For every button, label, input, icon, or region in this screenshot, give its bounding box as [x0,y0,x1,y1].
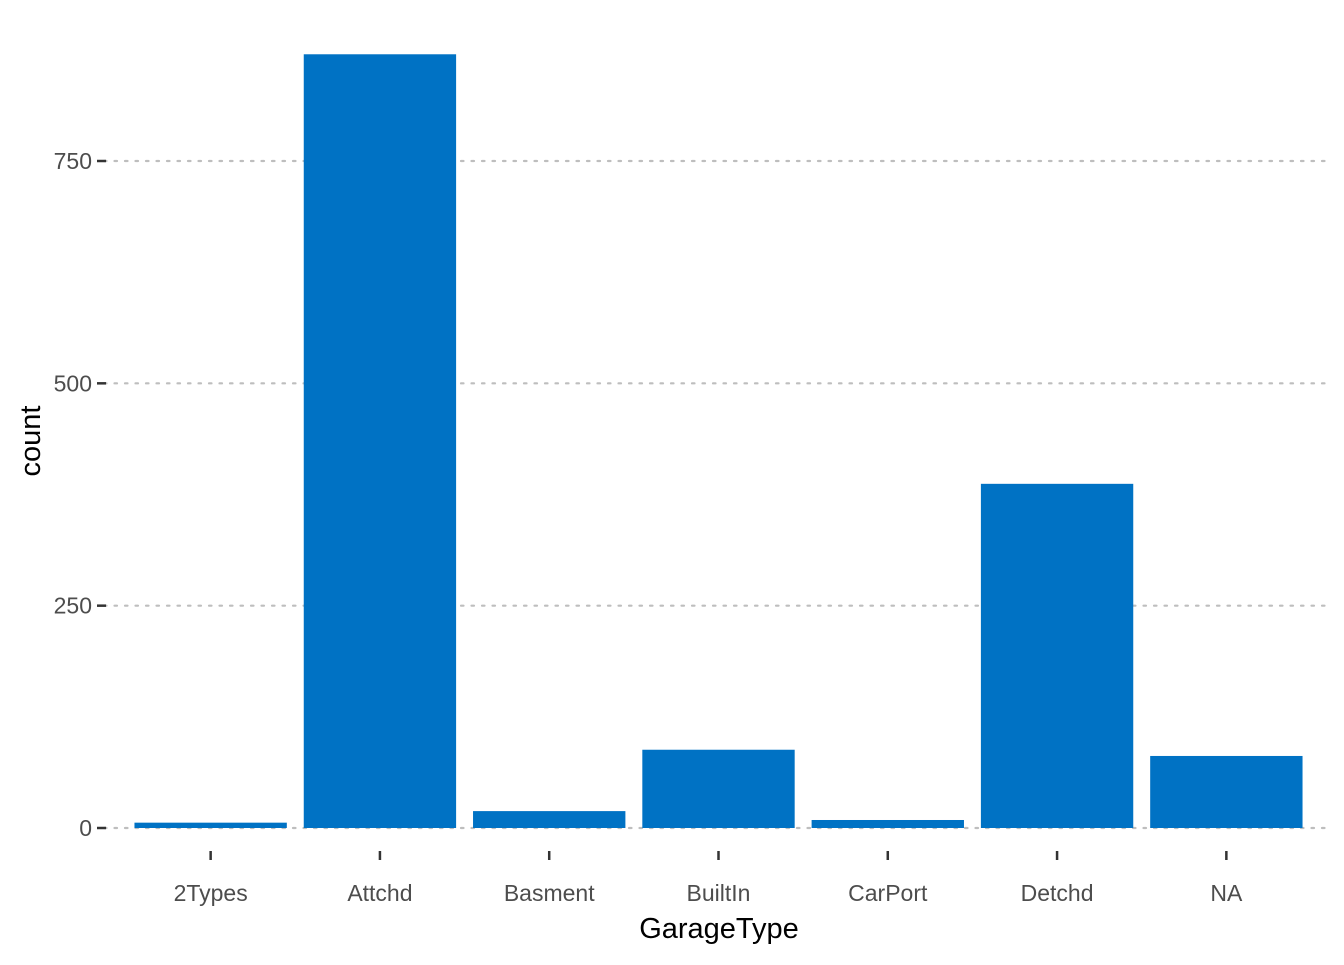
bars [134,54,1303,828]
bar-carport [811,819,964,828]
x-tick-label: CarPort [848,880,928,906]
gridlines [102,159,1330,830]
x-tick-label: Detchd [1021,880,1094,906]
x-tick-label: 2Types [174,880,248,906]
x-tick-label: NA [1210,880,1243,906]
x-tick-label: Basment [504,880,595,906]
bar-na [1150,755,1303,828]
y-axis: 0 250 500 750 [54,148,106,841]
bar-attchd [303,54,457,828]
bar-builtin [642,749,795,828]
bar-2types [134,822,287,828]
y-tick-label: 750 [54,148,92,174]
y-tick-label: 250 [54,593,92,619]
x-axis: 2Types Attchd Basment BuiltIn CarPort Detchd N… [174,851,1243,906]
bar-detchd [980,483,1134,828]
y-tick-label: 500 [54,370,92,396]
bar-basment [473,811,626,828]
x-tick-label: BuiltIn [687,880,751,906]
y-tick-label: 0 [79,815,92,841]
y-axis-title: count [15,406,47,477]
x-axis-title: GarageType [639,913,799,945]
x-tick-label: Attchd [347,880,412,906]
